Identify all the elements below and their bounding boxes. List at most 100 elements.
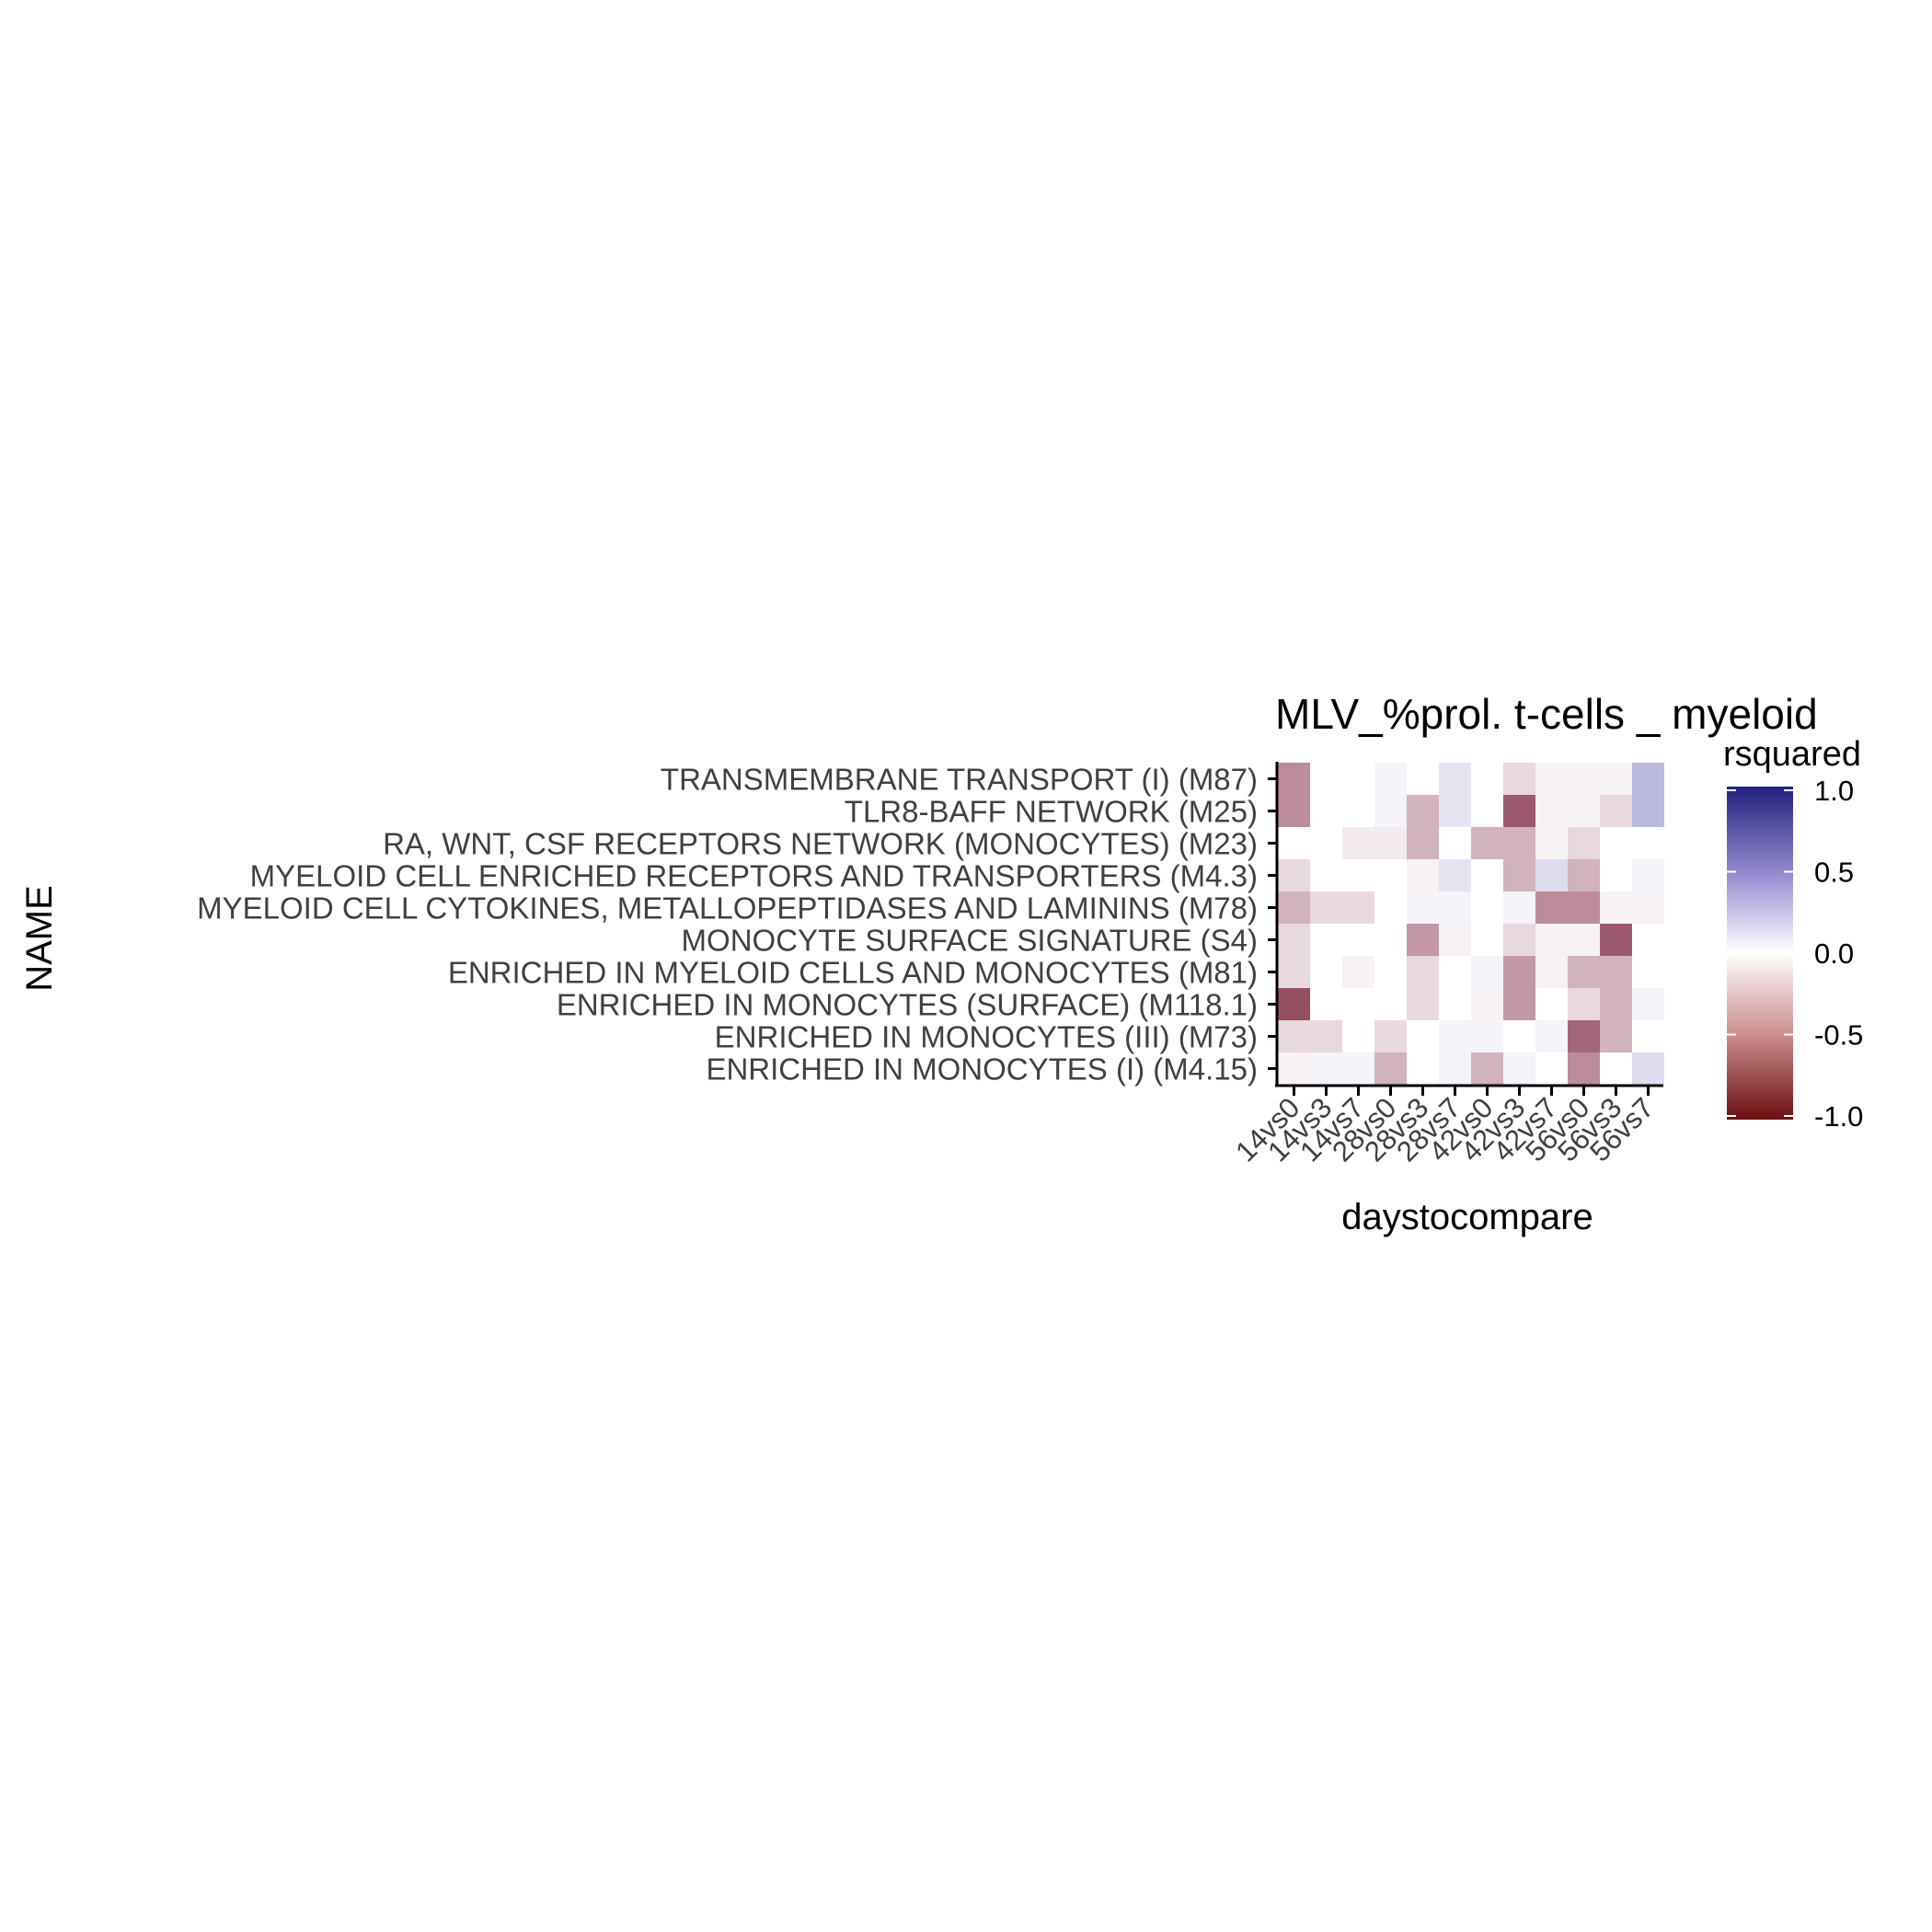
heatmap-cell (1407, 827, 1439, 859)
heatmap-cell (1568, 891, 1600, 924)
heatmap-cell (1374, 1020, 1407, 1052)
legend-title: rsquared (1723, 735, 1861, 774)
heatmap-cell (1310, 859, 1342, 891)
heatmap-cell (1632, 891, 1664, 924)
heatmap-cell (1407, 1020, 1439, 1052)
heatmap-cell (1503, 763, 1535, 795)
heatmap-cell (1310, 924, 1342, 956)
chart-title: MLV_%prol. t-cells _ myeloid (1275, 690, 1818, 738)
y-tick-label: ENRICHED IN MYELOID CELLS AND MONOCYTES … (448, 956, 1258, 990)
heatmap-cell (1632, 1020, 1664, 1052)
heatmap-cell (1632, 924, 1664, 956)
heatmap-cell (1278, 827, 1310, 859)
y-tick-label: MONOCYTE SURFACE SIGNATURE (S4) (682, 924, 1258, 958)
legend-tick-label: -1.0 (1814, 1100, 1863, 1133)
heatmap-cell (1310, 795, 1342, 827)
heatmap-cell (1374, 924, 1407, 956)
heatmap-cell (1535, 795, 1568, 827)
heatmap-cell (1535, 891, 1568, 924)
heatmap-cell (1471, 956, 1503, 988)
heatmap-cell (1407, 988, 1439, 1020)
heatmap-cell (1568, 1020, 1600, 1052)
heatmap-cell (1278, 795, 1310, 827)
heatmap-cell (1568, 763, 1600, 795)
y-tick-label: RA, WNT, CSF RECEPTORS NETWORK (MONOCYTE… (383, 827, 1258, 861)
heatmap-cell (1600, 827, 1632, 859)
heatmap-cell (1632, 763, 1664, 795)
heatmap-cell (1278, 956, 1310, 988)
heatmap-cell (1471, 763, 1503, 795)
y-tick-label: ENRICHED IN MONOCYTES (III) (M73) (715, 1020, 1258, 1054)
heatmap-cell (1568, 924, 1600, 956)
heatmap-cell (1535, 859, 1568, 891)
legend-tick-label: 0.5 (1814, 857, 1854, 889)
heatmap-cell (1342, 924, 1374, 956)
heatmap-cell (1310, 1020, 1342, 1052)
y-tick-label: MYELOID CELL CYTOKINES, METALLOPEPTIDASE… (197, 891, 1258, 926)
heatmap-cell (1439, 795, 1471, 827)
heatmap-cell (1278, 859, 1310, 891)
y-axis-label: NAME (19, 885, 60, 992)
heatmap-cell (1535, 763, 1568, 795)
heatmap-cell (1374, 956, 1407, 988)
y-tick-label: ENRICHED IN MONOCYTES (SURFACE) (M118.1) (557, 988, 1258, 1022)
x-tick-labels: 14vs014vs314vs728vs028vs328vs742vs042vs3… (1229, 1087, 1660, 1167)
heatmap-cell (1374, 827, 1407, 859)
heatmap-cell (1632, 988, 1664, 1020)
heatmap-cell (1471, 988, 1503, 1020)
heatmap-cell (1310, 827, 1342, 859)
heatmap-cell (1278, 1052, 1310, 1085)
heatmap-cell (1503, 924, 1535, 956)
heatmap-cell (1503, 988, 1535, 1020)
heatmap-cell (1439, 827, 1471, 859)
heatmap-cell (1342, 988, 1374, 1020)
heatmap-cell (1439, 956, 1471, 988)
heatmap-cell (1600, 956, 1632, 988)
legend-tick-label: 0.0 (1814, 937, 1854, 970)
heatmap-cell (1407, 956, 1439, 988)
heatmap-cell (1632, 859, 1664, 891)
heatmap-cell (1374, 795, 1407, 827)
heatmap-cell (1407, 795, 1439, 827)
heatmap-cell (1310, 988, 1342, 1020)
legend-tick-label: -0.5 (1814, 1019, 1863, 1052)
heatmap-cell (1535, 827, 1568, 859)
heatmap-cell (1632, 956, 1664, 988)
heatmap-cell (1342, 795, 1374, 827)
heatmap-cell (1310, 763, 1342, 795)
heatmap-cell (1503, 956, 1535, 988)
heatmap-cell (1310, 956, 1342, 988)
heatmap-cell (1568, 827, 1600, 859)
y-tick-label: TLR8-BAFF NETWORK (M25) (845, 795, 1258, 829)
heatmap-cell (1342, 827, 1374, 859)
y-tick-label: TRANSMEMBRANE TRANSPORT (I) (M87) (661, 763, 1258, 797)
heatmap-cell (1600, 859, 1632, 891)
y-tick-labels: TRANSMEMBRANE TRANSPORT (I) (M87)TLR8-BA… (197, 763, 1277, 1087)
heatmap-cell (1439, 988, 1471, 1020)
heatmap-cell (1535, 988, 1568, 1020)
heatmap-cell (1471, 1052, 1503, 1085)
heatmap-cell (1471, 924, 1503, 956)
heatmap-cell (1600, 924, 1632, 956)
heatmap-cell (1471, 795, 1503, 827)
heatmap-cell (1342, 1052, 1374, 1085)
heatmap-cells (1278, 763, 1664, 1085)
heatmap-cell (1342, 859, 1374, 891)
heatmap-cell (1632, 827, 1664, 859)
heatmap-cell (1439, 924, 1471, 956)
heatmap-cell (1568, 988, 1600, 1020)
heatmap-cell (1407, 924, 1439, 956)
heatmap-cell (1278, 924, 1310, 956)
heatmap-cell (1342, 1020, 1374, 1052)
heatmap-cell (1407, 1052, 1439, 1085)
y-tick-label: ENRICHED IN MONOCYTES (I) (M4.15) (706, 1052, 1258, 1087)
heatmap-cell (1374, 891, 1407, 924)
heatmap-cell (1471, 827, 1503, 859)
heatmap-cell (1439, 1052, 1471, 1085)
heatmap-cell (1535, 924, 1568, 956)
heatmap-cell (1278, 988, 1310, 1020)
heatmap-cell (1503, 891, 1535, 924)
heatmap-cell (1535, 1052, 1568, 1085)
heatmap-cell (1600, 891, 1632, 924)
